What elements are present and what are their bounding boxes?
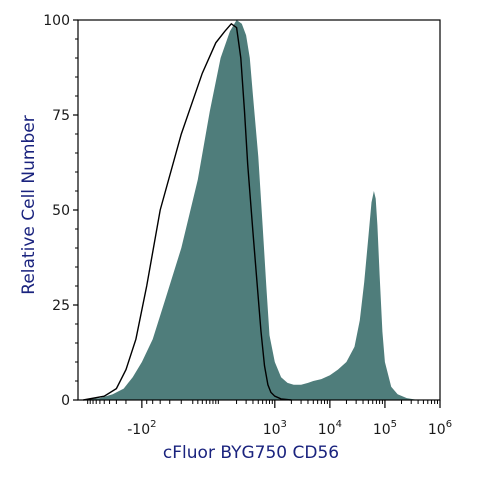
x-tick-label: 103 [263, 419, 287, 438]
x-tick-label: -102 [127, 419, 156, 438]
plot-frame [77, 19, 441, 401]
y-axis-ticks: 0 25 50 75 100 [43, 13, 78, 409]
x-minor-ticks [87, 400, 438, 404]
y-tick-label: 75 [52, 108, 70, 124]
control-outline-histogram [83, 22, 292, 401]
x-tick-label: 105 [373, 419, 397, 438]
x-axis-ticks: -102 103 104 105 106 [127, 400, 452, 438]
x-tick-label: 106 [428, 419, 452, 438]
y-axis-title: Relative Cell Number [19, 115, 39, 294]
y-tick-label: 0 [61, 393, 70, 409]
y-tick-label: 25 [52, 298, 70, 314]
y-tick-label: 50 [52, 203, 70, 219]
x-tick-label: 104 [318, 419, 342, 438]
stained-sample-histogram [78, 20, 419, 400]
y-tick-label: 100 [43, 13, 70, 29]
x-axis-title: cFluor BYG750 CD56 [163, 443, 339, 463]
